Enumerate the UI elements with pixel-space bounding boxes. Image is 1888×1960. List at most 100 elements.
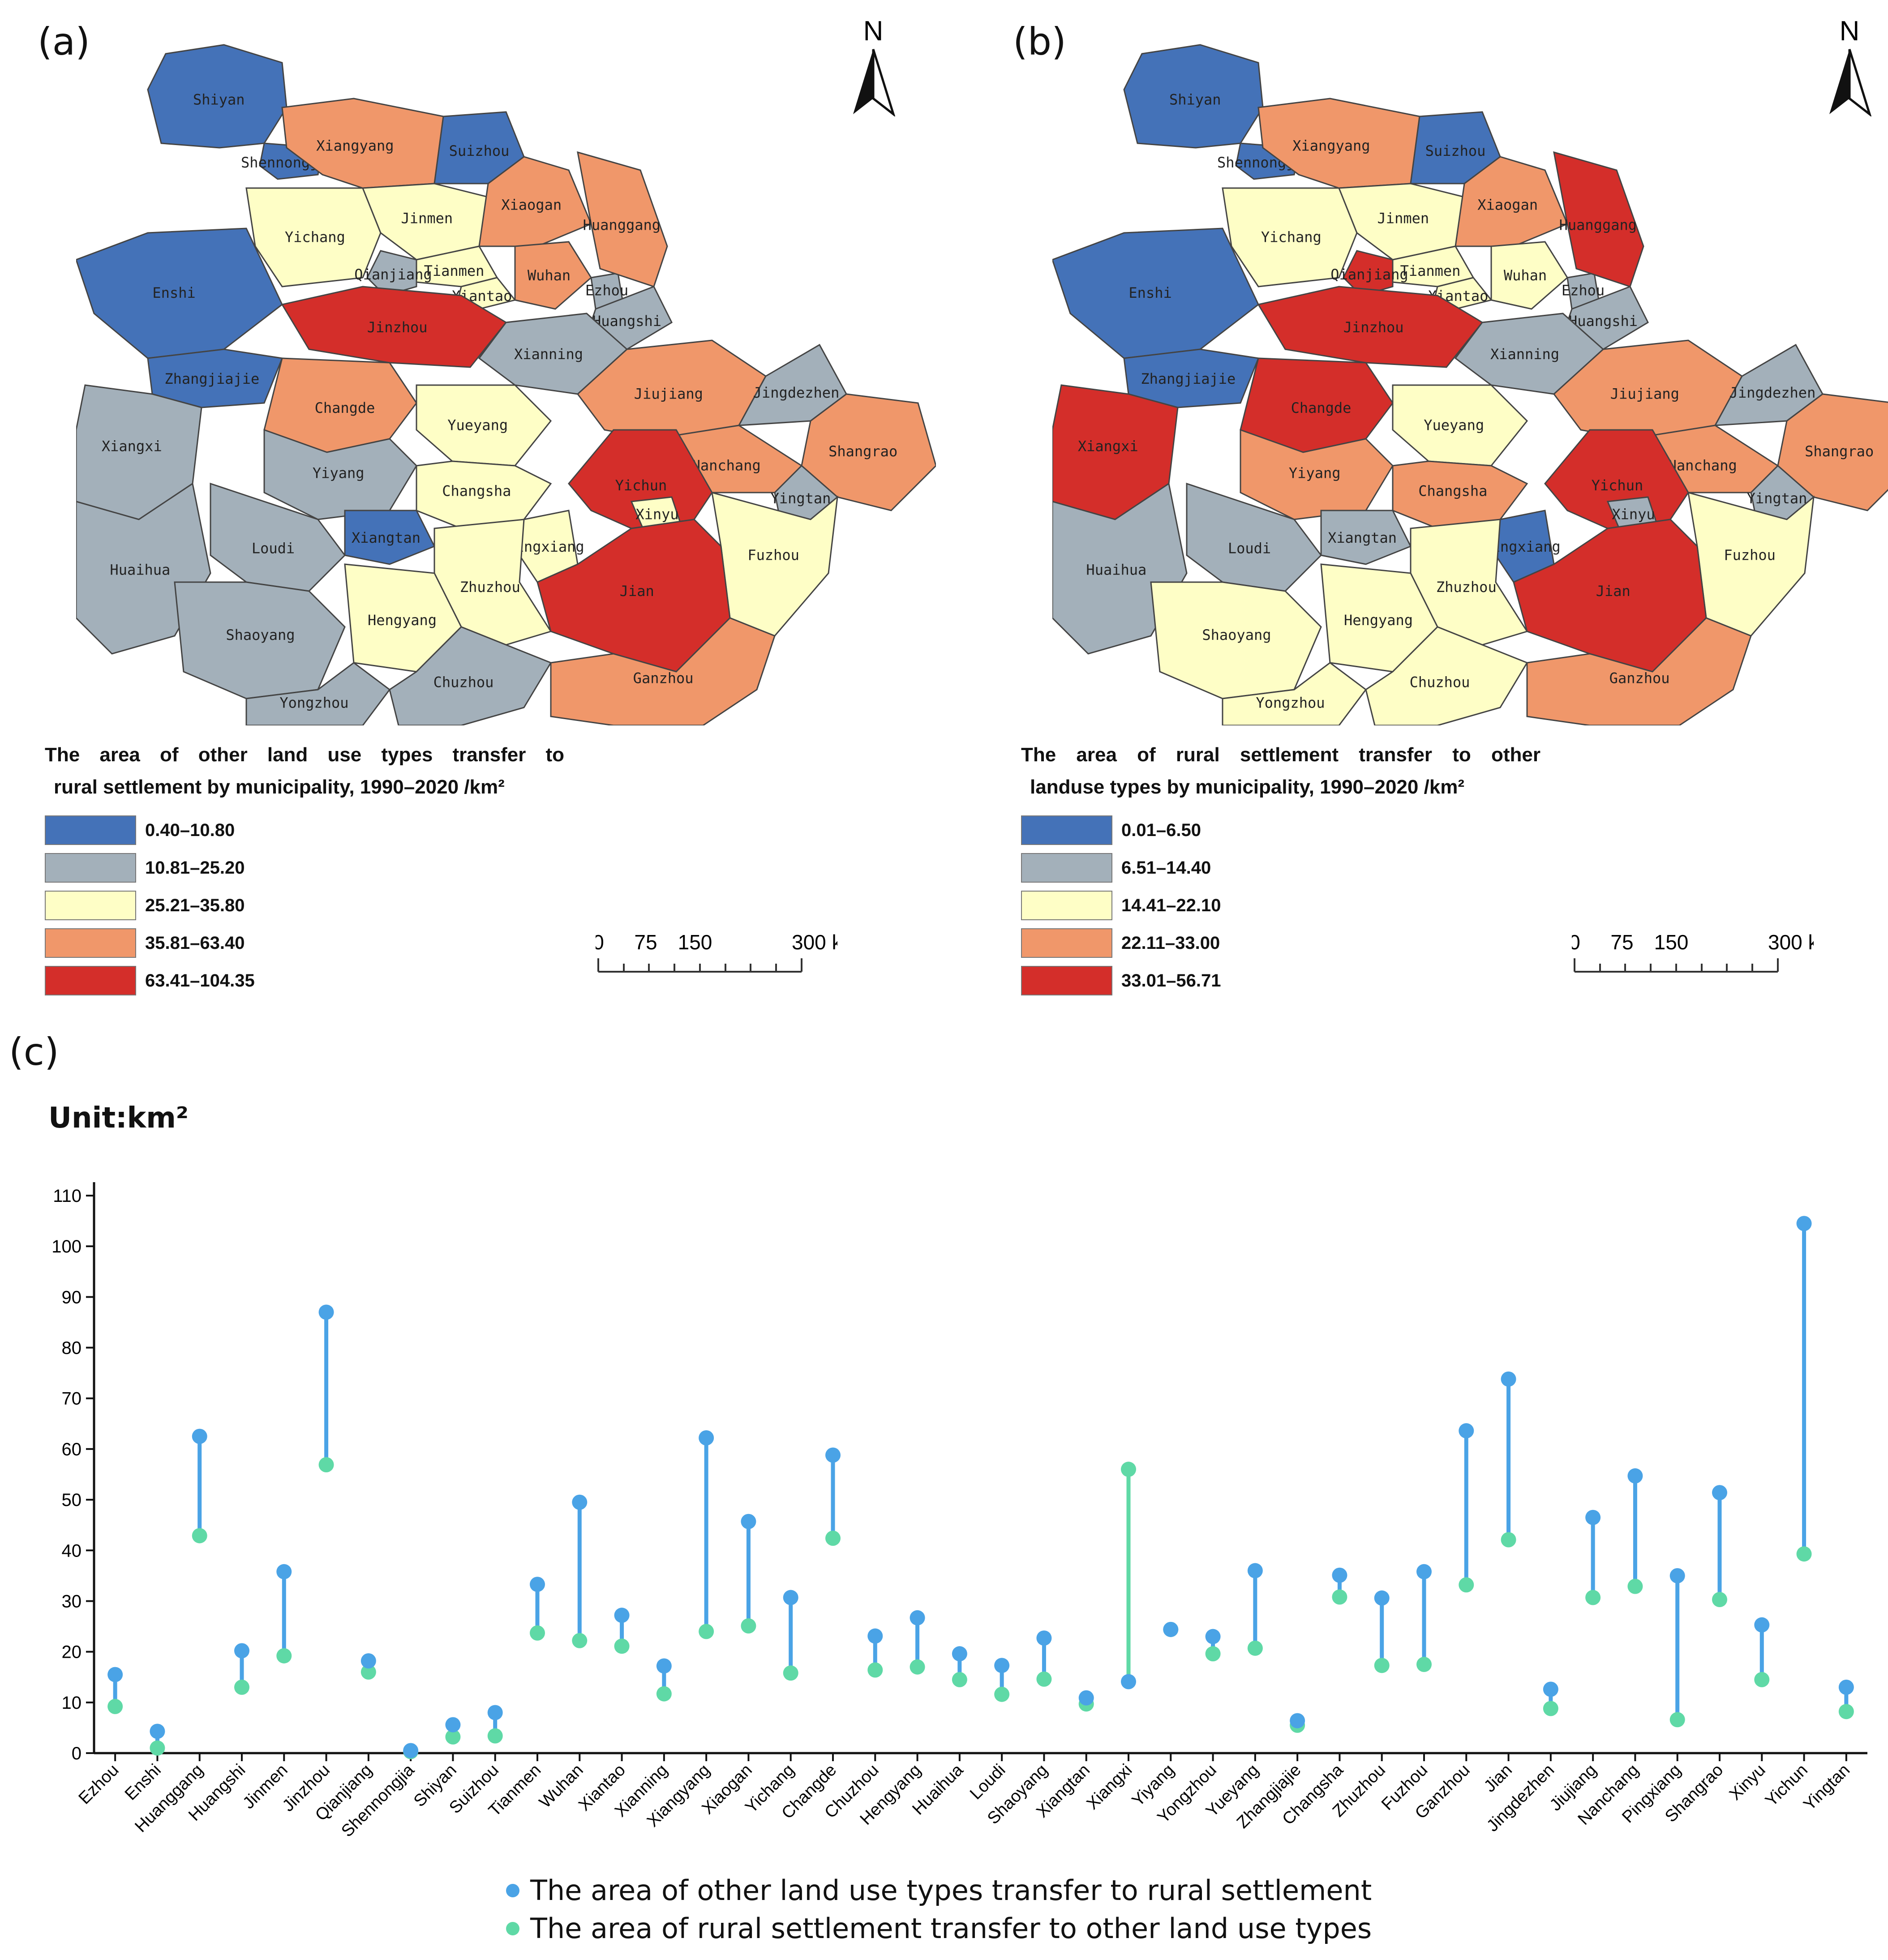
- point-to-rural: [530, 1577, 545, 1592]
- region-label: Yichun: [1592, 477, 1643, 494]
- point-to-rural: [1290, 1713, 1305, 1728]
- region-label: Yichang: [285, 228, 345, 245]
- point-from-rural: [741, 1618, 756, 1634]
- point-to-rural: [192, 1428, 207, 1444]
- region-ganzhou: [1526, 617, 1752, 725]
- point-from-rural: [1332, 1589, 1347, 1605]
- region-label: Zhuzhou: [1436, 579, 1497, 596]
- region-label: Jinmen: [1377, 210, 1429, 227]
- point-from-rural: [1838, 1704, 1854, 1720]
- region-shaoyang: [174, 581, 346, 699]
- region-label: Shiyan: [1169, 91, 1221, 108]
- scale-tick-label: 0: [1572, 931, 1580, 954]
- region-label: Xiangtan: [1328, 529, 1397, 546]
- point-from-rural: [614, 1638, 630, 1654]
- point-from-rural: [1796, 1546, 1812, 1562]
- legend-b-title-line2: landuse types by municipality, 1990–2020…: [1030, 776, 1465, 798]
- region-label: Shaoyang: [1202, 626, 1271, 643]
- y-tick-label: 40: [62, 1541, 82, 1561]
- region-label: Chuzhou: [1410, 674, 1470, 691]
- region-label: Enshi: [152, 284, 195, 301]
- legend-a-label: 35.81–63.40: [145, 933, 245, 953]
- region-label: Xiangxi: [1078, 438, 1138, 455]
- region-changsha: [416, 460, 552, 529]
- point-to-rural: [741, 1514, 756, 1529]
- point-to-rural: [234, 1643, 249, 1659]
- point-to-rural: [1163, 1621, 1179, 1637]
- region-label: Ezhou: [1562, 282, 1605, 299]
- scale-tick-label: 75: [634, 931, 657, 954]
- region-label: Wuhan: [1504, 267, 1547, 284]
- legend-a-item: 35.81–63.40: [45, 924, 573, 962]
- region-label: Jian: [1596, 583, 1631, 600]
- scale-tick-label: 150: [678, 931, 712, 954]
- y-tick-label: 50: [62, 1490, 82, 1510]
- region-label: Wuhan: [528, 267, 571, 284]
- point-from-rural: [1036, 1671, 1052, 1687]
- legend-dot-green: [506, 1921, 519, 1935]
- region-label: Nanchang: [1668, 457, 1737, 474]
- point-to-rural: [910, 1610, 925, 1625]
- region-label: Suizhou: [1425, 142, 1486, 159]
- legend-a-item: 63.41–104.35: [45, 962, 573, 999]
- region-wuhan: [1490, 241, 1568, 310]
- region-label: Qianjiang: [1330, 266, 1408, 283]
- point-to-rural: [1627, 1468, 1643, 1484]
- legend-swatch: [1021, 891, 1112, 920]
- point-from-rural: [1669, 1712, 1685, 1728]
- x-tick-label: Xiangxi: [1083, 1761, 1136, 1814]
- point-from-rural: [234, 1679, 249, 1695]
- point-to-rural: [318, 1304, 334, 1320]
- region-label: Ganzhou: [1609, 669, 1670, 686]
- region-label: Xinyu: [1612, 506, 1655, 523]
- north-label: N: [863, 16, 884, 47]
- point-to-rural: [360, 1653, 376, 1669]
- region-label: Xiangtan: [352, 529, 421, 546]
- region-label: Xiaogan: [1477, 197, 1538, 214]
- x-tick-label: Jian: [1480, 1761, 1516, 1796]
- legend-swatch: [1021, 928, 1112, 958]
- region-changsha: [1392, 460, 1528, 529]
- region-label: Xiaogan: [501, 197, 562, 214]
- chart-legend-item: The area of rural settlement transfer to…: [506, 1912, 1372, 1945]
- region-label: Yichun: [615, 477, 667, 494]
- point-to-rural: [1332, 1567, 1347, 1583]
- region-label: Loudi: [252, 540, 295, 557]
- legend-b-item: 6.51–14.40: [1021, 849, 1549, 887]
- panel-a-label: (a): [38, 20, 90, 64]
- region-label: Zhuzhou: [460, 579, 520, 596]
- region-label: Zhangjiajie: [1141, 370, 1236, 387]
- point-from-rural: [656, 1686, 672, 1702]
- scale-tick-label: 300 km: [1768, 931, 1814, 954]
- point-to-rural: [1205, 1629, 1221, 1644]
- point-to-rural: [825, 1447, 841, 1463]
- point-from-rural: [276, 1648, 292, 1664]
- point-from-rural: [530, 1625, 545, 1641]
- point-from-rural: [910, 1659, 925, 1675]
- scale-tick-label: 75: [1610, 931, 1633, 954]
- region-label: Yiyang: [313, 465, 365, 482]
- region-label: Suizhou: [449, 142, 510, 159]
- region-label: Shaoyang: [226, 626, 295, 643]
- legend-b-item: 0.01–6.50: [1021, 811, 1549, 849]
- legend-b-item: 33.01–56.71: [1021, 962, 1549, 999]
- point-from-rural: [572, 1633, 588, 1648]
- y-tick-label: 10: [62, 1693, 82, 1713]
- legend-a-label: 63.41–104.35: [145, 970, 255, 991]
- region-label: Xiangyang: [316, 137, 394, 154]
- point-from-rural: [487, 1728, 503, 1744]
- legend-b-title-line1: The area of rural settlement transfer to…: [1021, 744, 1540, 766]
- region-label: Yichang: [1261, 228, 1322, 245]
- region-label: Ganzhou: [633, 669, 694, 686]
- point-from-rural: [192, 1528, 207, 1544]
- region-xiangtan: [1320, 510, 1412, 565]
- point-to-rural: [783, 1590, 798, 1605]
- region-jinzhou: [1257, 286, 1484, 368]
- legend-b-label: 22.11–33.00: [1121, 933, 1220, 953]
- region-label: Jian: [620, 583, 654, 600]
- point-to-rural: [1416, 1564, 1432, 1579]
- region-yiyang: [1240, 429, 1394, 520]
- region-label: Tianmen: [424, 262, 485, 279]
- region-label: Shiyan: [193, 91, 245, 108]
- region-yichun: [568, 429, 713, 529]
